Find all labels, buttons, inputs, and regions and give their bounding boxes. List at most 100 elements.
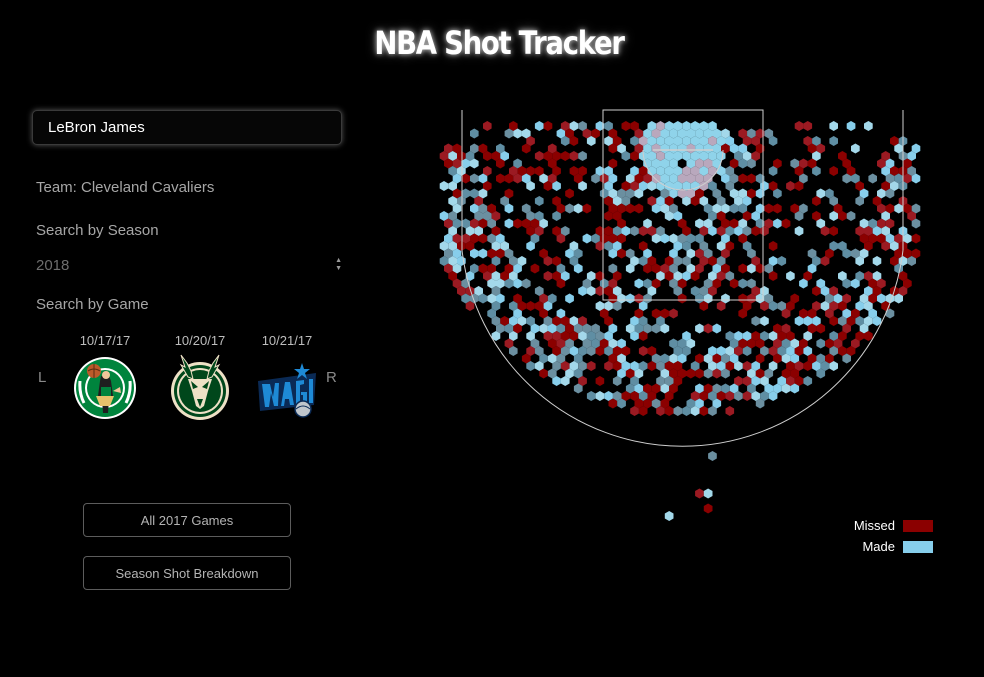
shot-hexbin bbox=[500, 151, 509, 161]
shot-hexbin bbox=[491, 256, 501, 266]
shot-hexbin bbox=[682, 226, 691, 236]
shot-hexbin bbox=[513, 128, 522, 139]
prev-games-button[interactable]: L bbox=[38, 369, 47, 386]
shot-hexbin bbox=[617, 293, 626, 304]
shot-hexbin bbox=[838, 301, 847, 311]
shot-hexbin bbox=[625, 188, 635, 199]
shot-hexbin bbox=[452, 248, 462, 259]
shot-hexbin bbox=[864, 121, 873, 131]
shot-hexbin bbox=[560, 121, 570, 131]
shot-hexbin bbox=[586, 346, 596, 356]
shot-hexbin bbox=[794, 226, 804, 236]
shot-hexbin bbox=[526, 316, 535, 326]
shot-hexbin bbox=[465, 151, 475, 161]
shot-hexbin bbox=[751, 376, 761, 386]
all-games-button[interactable]: All 2017 Games bbox=[83, 503, 291, 537]
shot-hexbin bbox=[890, 181, 899, 191]
shot-hexbin bbox=[669, 338, 678, 349]
shot-hexbin bbox=[444, 158, 453, 169]
shot-hexbin bbox=[604, 196, 613, 206]
shot-hexbin bbox=[604, 316, 613, 326]
shot-hexbin bbox=[807, 248, 817, 259]
player-search-input[interactable]: LeBron James bbox=[32, 110, 342, 145]
game-card[interactable]: 10/21/17 bbox=[250, 333, 324, 425]
shot-hexbin bbox=[695, 293, 704, 304]
shot-hexbin bbox=[534, 166, 544, 176]
shot-hexbin bbox=[842, 323, 851, 334]
shot-hexbin bbox=[712, 263, 722, 274]
shot-hexbin bbox=[552, 181, 561, 191]
shot-hexbin bbox=[448, 166, 457, 176]
shot-hexbin bbox=[608, 263, 618, 274]
shot-hexbin bbox=[578, 376, 587, 386]
shot-hexbin bbox=[573, 248, 583, 259]
shot-hexbin bbox=[734, 376, 743, 386]
shot-hexbin bbox=[634, 128, 644, 139]
game-card[interactable]: 10/20/17 bbox=[163, 333, 237, 425]
shot-hexbin bbox=[656, 151, 665, 161]
shot-hexbin bbox=[470, 218, 479, 229]
shot-hexbin bbox=[877, 233, 886, 244]
shot-hexbin bbox=[656, 181, 665, 191]
shot-hexbin bbox=[573, 353, 583, 364]
shot-hexbin bbox=[877, 293, 886, 304]
shot-hexbin bbox=[534, 226, 544, 236]
shot-hexbin bbox=[829, 316, 838, 326]
shot-hexbin bbox=[695, 398, 704, 409]
shot-hexbin bbox=[812, 286, 821, 296]
shot-hexbin bbox=[881, 151, 890, 161]
shot-hexbin bbox=[790, 383, 800, 394]
shot-hexbin bbox=[829, 136, 838, 146]
shot-hexbin bbox=[751, 316, 761, 326]
shot-hexbin bbox=[773, 188, 782, 199]
shot-hexbin bbox=[504, 218, 514, 229]
shot-hexbin bbox=[656, 121, 665, 131]
shot-hexbin bbox=[911, 203, 921, 214]
shot-hexbin bbox=[470, 188, 479, 199]
shot-hexbin bbox=[582, 278, 592, 289]
shot-hexbin bbox=[630, 361, 639, 371]
shot-hexbin bbox=[751, 331, 761, 341]
shot-hexbin bbox=[556, 323, 566, 334]
shot-hexbin bbox=[764, 368, 774, 379]
shot-hexbin bbox=[803, 271, 813, 281]
shot-hexbin bbox=[898, 286, 908, 296]
shot-hexbin bbox=[604, 331, 613, 341]
shot-hexbin bbox=[846, 211, 856, 221]
shot-hexbin bbox=[686, 128, 696, 139]
game-card[interactable]: 10/17/17 bbox=[68, 333, 142, 425]
shot-hexbin bbox=[487, 248, 496, 259]
shot-hexbin bbox=[742, 151, 752, 161]
shot-hexbin bbox=[755, 173, 765, 184]
season-shot-breakdown-button[interactable]: Season Shot Breakdown bbox=[83, 556, 291, 590]
next-games-button[interactable]: R bbox=[326, 369, 337, 386]
shot-hexbin bbox=[439, 241, 449, 251]
shot-hexbin bbox=[452, 218, 462, 229]
shot-hexbin bbox=[573, 263, 583, 274]
shot-hexbin bbox=[677, 218, 687, 229]
season-select[interactable]: 2018 ▲ ▼ bbox=[36, 255, 344, 275]
shot-hexbin bbox=[885, 173, 895, 184]
shot-hexbin bbox=[790, 338, 800, 349]
shot-hexbin bbox=[669, 188, 678, 199]
shot-hexbin bbox=[777, 301, 787, 311]
shot-hexbin bbox=[868, 233, 877, 244]
shot-hexbin bbox=[877, 218, 886, 229]
shot-hexbin bbox=[820, 256, 830, 266]
shot-hexbin bbox=[625, 248, 635, 259]
shot-hexbin bbox=[851, 278, 860, 289]
shot-hexbin bbox=[773, 338, 782, 349]
shot-hexbin bbox=[617, 218, 626, 229]
shot-hexbin bbox=[725, 406, 735, 416]
shot-hexbin bbox=[504, 203, 514, 214]
shot-hexbin bbox=[483, 211, 492, 221]
shot-hexbin bbox=[487, 203, 496, 214]
shot-hexbin bbox=[474, 226, 483, 236]
shot-hexbin bbox=[846, 316, 856, 326]
shot-hexbin bbox=[630, 151, 639, 161]
shot-hexbin bbox=[604, 286, 613, 296]
shot-hexbin bbox=[890, 256, 899, 266]
shot-hexbin bbox=[838, 271, 847, 281]
shot-hexbin bbox=[669, 383, 678, 394]
shot-hexbin bbox=[829, 241, 838, 251]
